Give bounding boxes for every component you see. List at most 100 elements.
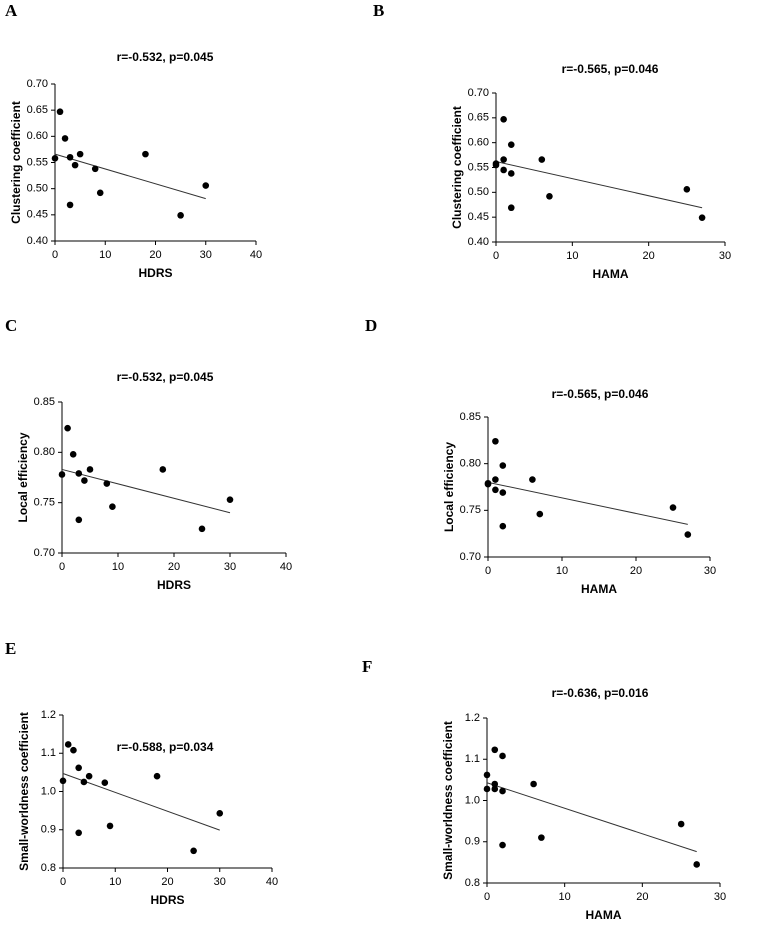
- x-tick-label: 0: [59, 561, 65, 573]
- y-tick-label: 0.8: [41, 862, 56, 874]
- x-tick-label: 20: [161, 876, 173, 888]
- point: [153, 772, 161, 780]
- point: [536, 510, 544, 518]
- y-tick-label: 0.50: [468, 186, 489, 198]
- x-tick-label: 20: [168, 561, 180, 573]
- chart-title: r=-0.532, p=0.045: [117, 370, 214, 384]
- y-tick-label: 0.65: [27, 104, 48, 116]
- y-tick-label: 0.40: [27, 235, 48, 247]
- y-tick-label: 0.60: [468, 137, 489, 149]
- point: [66, 201, 74, 209]
- point: [677, 820, 685, 828]
- point: [500, 116, 507, 123]
- panel-label: B: [373, 1, 384, 20]
- point: [51, 155, 59, 162]
- y-axis-label: Clustering coefficient: [9, 101, 23, 224]
- y-axis-label: Small-worldness coefficient: [17, 712, 31, 871]
- point: [76, 150, 84, 158]
- fit-line: [54, 153, 206, 200]
- x-tick-label: 30: [224, 561, 236, 573]
- y-tick-label: 1.1: [465, 753, 480, 765]
- point: [71, 161, 79, 169]
- point: [546, 193, 553, 200]
- point: [59, 777, 67, 785]
- point: [492, 486, 499, 494]
- x-tick-label: 30: [200, 249, 212, 261]
- point: [500, 166, 507, 174]
- panel-label: A: [5, 1, 18, 20]
- y-tick-label: 0.50: [27, 183, 48, 195]
- point: [491, 780, 499, 788]
- point: [530, 780, 537, 788]
- y-tick-label: 0.55: [468, 161, 489, 173]
- x-axis-label: HDRS: [157, 578, 191, 592]
- y-tick-label: 0.70: [468, 87, 489, 99]
- point: [64, 424, 71, 432]
- panel-label: F: [362, 657, 372, 676]
- chart-title: r=-0.532, p=0.045: [117, 50, 214, 64]
- point: [492, 476, 499, 483]
- x-tick-label: 20: [630, 565, 642, 577]
- point: [499, 752, 506, 760]
- y-tick-label: 0.85: [34, 396, 55, 408]
- x-tick-label: 0: [493, 250, 499, 262]
- point: [483, 785, 491, 793]
- point: [70, 746, 77, 754]
- point: [529, 476, 536, 483]
- point: [216, 810, 224, 817]
- point: [190, 847, 197, 855]
- y-tick-label: 0.60: [27, 130, 48, 142]
- x-tick-label: 20: [643, 250, 655, 262]
- x-tick-label: 30: [714, 891, 726, 903]
- chart-title: r=-0.636, p=0.016: [552, 686, 649, 700]
- point: [499, 522, 507, 530]
- point: [80, 778, 88, 786]
- y-tick-label: 1.2: [41, 709, 56, 721]
- point: [66, 153, 74, 161]
- y-tick-label: 0.65: [468, 112, 489, 124]
- point: [499, 787, 506, 795]
- point: [61, 135, 69, 142]
- y-tick-label: 0.80: [460, 458, 481, 470]
- x-axis-label: HDRS: [150, 893, 184, 907]
- x-tick-label: 0: [485, 565, 491, 577]
- x-tick-label: 40: [250, 249, 262, 261]
- point: [75, 470, 83, 477]
- point: [499, 489, 507, 496]
- x-tick-label: 10: [559, 891, 571, 903]
- panel-label: E: [5, 639, 16, 658]
- point: [669, 504, 677, 511]
- y-axis-label: Clustering coefficient: [450, 106, 464, 229]
- point: [538, 156, 546, 163]
- y-tick-label: 0.40: [468, 236, 489, 248]
- y-tick-label: 0.55: [27, 156, 48, 168]
- point: [109, 503, 116, 510]
- x-tick-label: 0: [52, 249, 58, 261]
- x-tick-label: 10: [566, 250, 578, 262]
- fit-line: [495, 161, 703, 209]
- point: [64, 741, 72, 748]
- point: [483, 771, 491, 779]
- x-axis-label: HAMA: [593, 267, 629, 281]
- point: [86, 466, 94, 473]
- x-tick-label: 0: [484, 891, 490, 903]
- point: [142, 150, 149, 158]
- y-tick-label: 0.75: [34, 497, 55, 509]
- y-tick-label: 1.0: [41, 785, 56, 797]
- point: [202, 182, 210, 189]
- point: [507, 141, 515, 148]
- point: [683, 186, 691, 193]
- y-tick-label: 1.0: [465, 794, 480, 806]
- x-tick-label: 10: [99, 249, 111, 261]
- y-tick-label: 1.1: [41, 747, 56, 759]
- x-tick-label: 10: [109, 876, 121, 888]
- point: [198, 525, 206, 533]
- x-tick-label: 30: [214, 876, 226, 888]
- x-tick-label: 40: [266, 876, 278, 888]
- y-tick-label: 0.70: [34, 547, 55, 559]
- panel-label: C: [5, 316, 17, 335]
- point: [101, 779, 109, 787]
- panel-label: D: [365, 316, 377, 335]
- x-axis-label: HAMA: [586, 908, 622, 922]
- chart-title: r=-0.565, p=0.046: [552, 387, 649, 401]
